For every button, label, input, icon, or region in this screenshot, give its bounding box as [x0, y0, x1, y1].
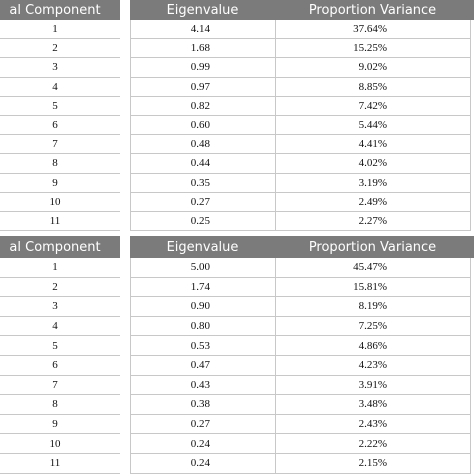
table-cell: 5.00 — [130, 258, 275, 278]
header-edge — [470, 0, 474, 20]
table-cell: 3.19% — [275, 174, 470, 193]
column-divider — [275, 258, 276, 474]
table-cell: 4.41% — [275, 135, 470, 155]
header-edge — [470, 236, 474, 258]
table-cell: 0.47 — [130, 356, 275, 376]
header-cell: al Component — [0, 236, 120, 258]
table-cell: 9 — [0, 415, 120, 435]
header-cell: Eigenvalue — [130, 0, 275, 20]
table-cell: 0.90 — [130, 297, 275, 317]
table-cell: 4 — [0, 317, 120, 337]
table-cell: 9 — [0, 174, 120, 193]
table-cell: 2.15% — [275, 454, 470, 474]
table-cell: 5.44% — [275, 116, 470, 136]
table-cell: 8.19% — [275, 297, 470, 317]
table-cell: 3 — [0, 297, 120, 317]
table-cell: 0.27 — [130, 415, 275, 435]
table-cell: 8 — [0, 154, 120, 174]
table-cell: 0.24 — [130, 454, 275, 474]
table-cell: 7 — [0, 376, 120, 396]
table-cell: 3.91% — [275, 376, 470, 396]
table-cell: 6 — [0, 116, 120, 136]
table-cell: 0.82 — [130, 97, 275, 116]
table-cell: 0.44 — [130, 154, 275, 174]
table-cell: 11 — [0, 212, 120, 232]
table-cell: 4.14 — [130, 20, 275, 40]
table-cell: 45.47% — [275, 258, 470, 278]
table-cell: 2.43% — [275, 415, 470, 435]
table-cell: 15.81% — [275, 278, 470, 298]
table-cell: 1.74 — [130, 278, 275, 298]
column-divider — [470, 258, 471, 474]
table-cell: 7 — [0, 135, 120, 155]
table-cell: 2 — [0, 39, 120, 59]
column-divider — [470, 20, 471, 232]
table-cell: 7.42% — [275, 97, 470, 116]
header-cell: Proportion Variance — [275, 236, 470, 258]
table-cell: 11 — [0, 454, 120, 474]
table-cell: 0.27 — [130, 193, 275, 212]
table-cell: 4.86% — [275, 336, 470, 356]
header-cell: al Component — [0, 0, 120, 20]
table-cell: 4 — [0, 78, 120, 97]
column-divider — [130, 20, 131, 232]
table-cell: 4.23% — [275, 356, 470, 376]
table-cell: 0.80 — [130, 317, 275, 337]
table-cell: 2 — [0, 278, 120, 298]
table-cell: 0.25 — [130, 212, 275, 232]
table-cell: 2.27% — [275, 212, 470, 232]
table-cell: 2.22% — [275, 434, 470, 454]
table-cell: 0.53 — [130, 336, 275, 356]
table-cell: 0.48 — [130, 135, 275, 155]
table-cell: 15.25% — [275, 39, 470, 59]
header-cell: Eigenvalue — [130, 236, 275, 258]
table-cell: 8.85% — [275, 78, 470, 97]
table-cell: 1 — [0, 20, 120, 40]
table-cell: 0.60 — [130, 116, 275, 136]
table-cell: 6 — [0, 356, 120, 376]
table-cell: 4.02% — [275, 154, 470, 174]
table-cell: 1.68 — [130, 39, 275, 59]
table-cell: 2.49% — [275, 193, 470, 212]
table-cell: 0.35 — [130, 174, 275, 193]
table-cell: 8 — [0, 395, 120, 415]
header-cell: Proportion Variance — [275, 0, 470, 20]
table-cell: 10 — [0, 193, 120, 212]
table-cell: 5 — [0, 97, 120, 116]
table-cell: 5 — [0, 336, 120, 356]
column-divider — [275, 20, 276, 232]
column-divider — [130, 258, 131, 474]
table-cell: 7.25% — [275, 317, 470, 337]
table-cell: 0.24 — [130, 434, 275, 454]
table-cell: 10 — [0, 434, 120, 454]
table-cell: 0.97 — [130, 78, 275, 97]
table-cell: 0.99 — [130, 58, 275, 78]
table-cell: 3 — [0, 58, 120, 78]
table-cell: 9.02% — [275, 58, 470, 78]
table-cell: 3.48% — [275, 395, 470, 415]
table-cell: 0.43 — [130, 376, 275, 396]
table-cell: 37.64% — [275, 20, 470, 40]
table-cell: 1 — [0, 258, 120, 278]
table-cell: 0.38 — [130, 395, 275, 415]
